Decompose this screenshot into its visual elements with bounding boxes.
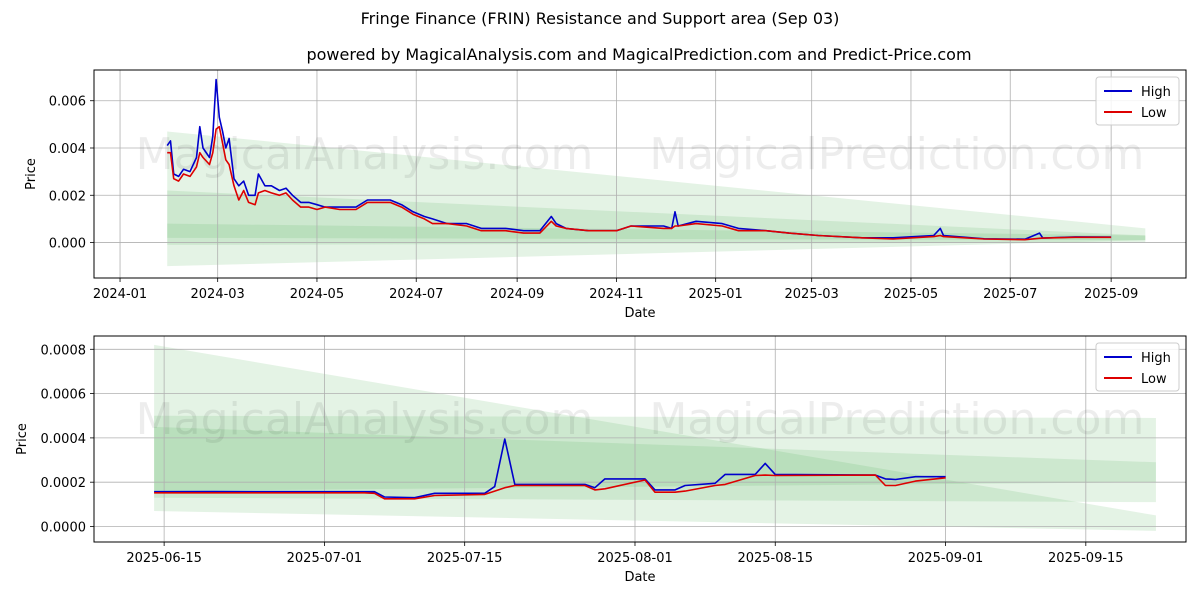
x-tick-label: 2024-07: [389, 287, 443, 302]
y-tick-label: 0.0004: [41, 432, 87, 447]
x-axis-label: Date: [624, 306, 655, 321]
legend: High Low: [1095, 342, 1180, 392]
chart-subtitle: powered by MagicalAnalysis.com and Magic…: [306, 45, 972, 64]
x-tick-label: 2025-09-15: [1048, 551, 1124, 566]
chart-panel-2: 2025-06-15 2025-07-01 2025-07-15 2025-08-01…: [15, 335, 1187, 585]
x-tick-label: 2025-07: [983, 287, 1037, 302]
x-tick-label: 2025-01: [689, 287, 743, 302]
y-tick-label: 0.0006: [41, 388, 87, 403]
y-tick-label: 0.0008: [41, 343, 87, 358]
plot-frame: [93, 335, 1187, 543]
y-axis-label: Price: [24, 158, 39, 190]
y-axis-label: Price: [15, 423, 30, 455]
support-resistance-band: [154, 426, 1156, 492]
series-line-low: [154, 474, 946, 500]
legend-label-low: Low: [1141, 106, 1167, 121]
chart-panel-1: 2024-01 2024-03 2024-05 2024-07 2024-09 2024-…: [24, 69, 1187, 321]
support-resistance-band: [167, 223, 1146, 245]
x-tick-label: 2025-03: [785, 287, 839, 302]
x-tick-label: 2025-08-15: [737, 551, 813, 566]
support-resistance-band: [154, 415, 1156, 503]
plot-frame: [93, 69, 1187, 279]
x-tick-label: 2025-08-01: [597, 551, 673, 566]
y-tick-label: 0.006: [49, 95, 86, 110]
x-tick-label: 2025-06-15: [126, 551, 202, 566]
x-tick-label: 2025-09: [1084, 287, 1138, 302]
x-tick-label: 2024-09: [490, 287, 544, 302]
y-tick-label: 0.0002: [41, 476, 87, 491]
y-tick-label: 0.002: [49, 189, 86, 204]
x-tick-label: 2025-07-01: [287, 551, 363, 566]
chart-title: Fringe Finance (FRIN) Resistance and Sup…: [360, 9, 840, 28]
x-tick-label: 2025-09-01: [908, 551, 984, 566]
legend-label-high: High: [1141, 351, 1171, 366]
x-axis-label: Date: [624, 570, 655, 585]
x-tick-label: 2024-05: [290, 287, 344, 302]
x-tick-label: 2024-11: [589, 287, 643, 302]
y-tick-label: 0.004: [49, 142, 86, 157]
x-tick-label: 2025-07-15: [427, 551, 503, 566]
y-tick-label: 0.0000: [41, 520, 87, 535]
legend: High Low: [1095, 76, 1180, 126]
legend-label-low: Low: [1141, 372, 1167, 387]
y-tick-label: 0.000: [49, 237, 86, 252]
x-tick-label: 2024-03: [191, 287, 245, 302]
watermark: MagicalAnalysis.com MagicalPrediction.co…: [136, 129, 1145, 180]
series-line-low: [167, 125, 1112, 241]
x-tick-label: 2024-01: [93, 287, 147, 302]
legend-label-high: High: [1141, 85, 1171, 100]
x-tick-label: 2025-05: [884, 287, 938, 302]
watermark: MagicalAnalysis.com MagicalPrediction.co…: [136, 394, 1145, 445]
